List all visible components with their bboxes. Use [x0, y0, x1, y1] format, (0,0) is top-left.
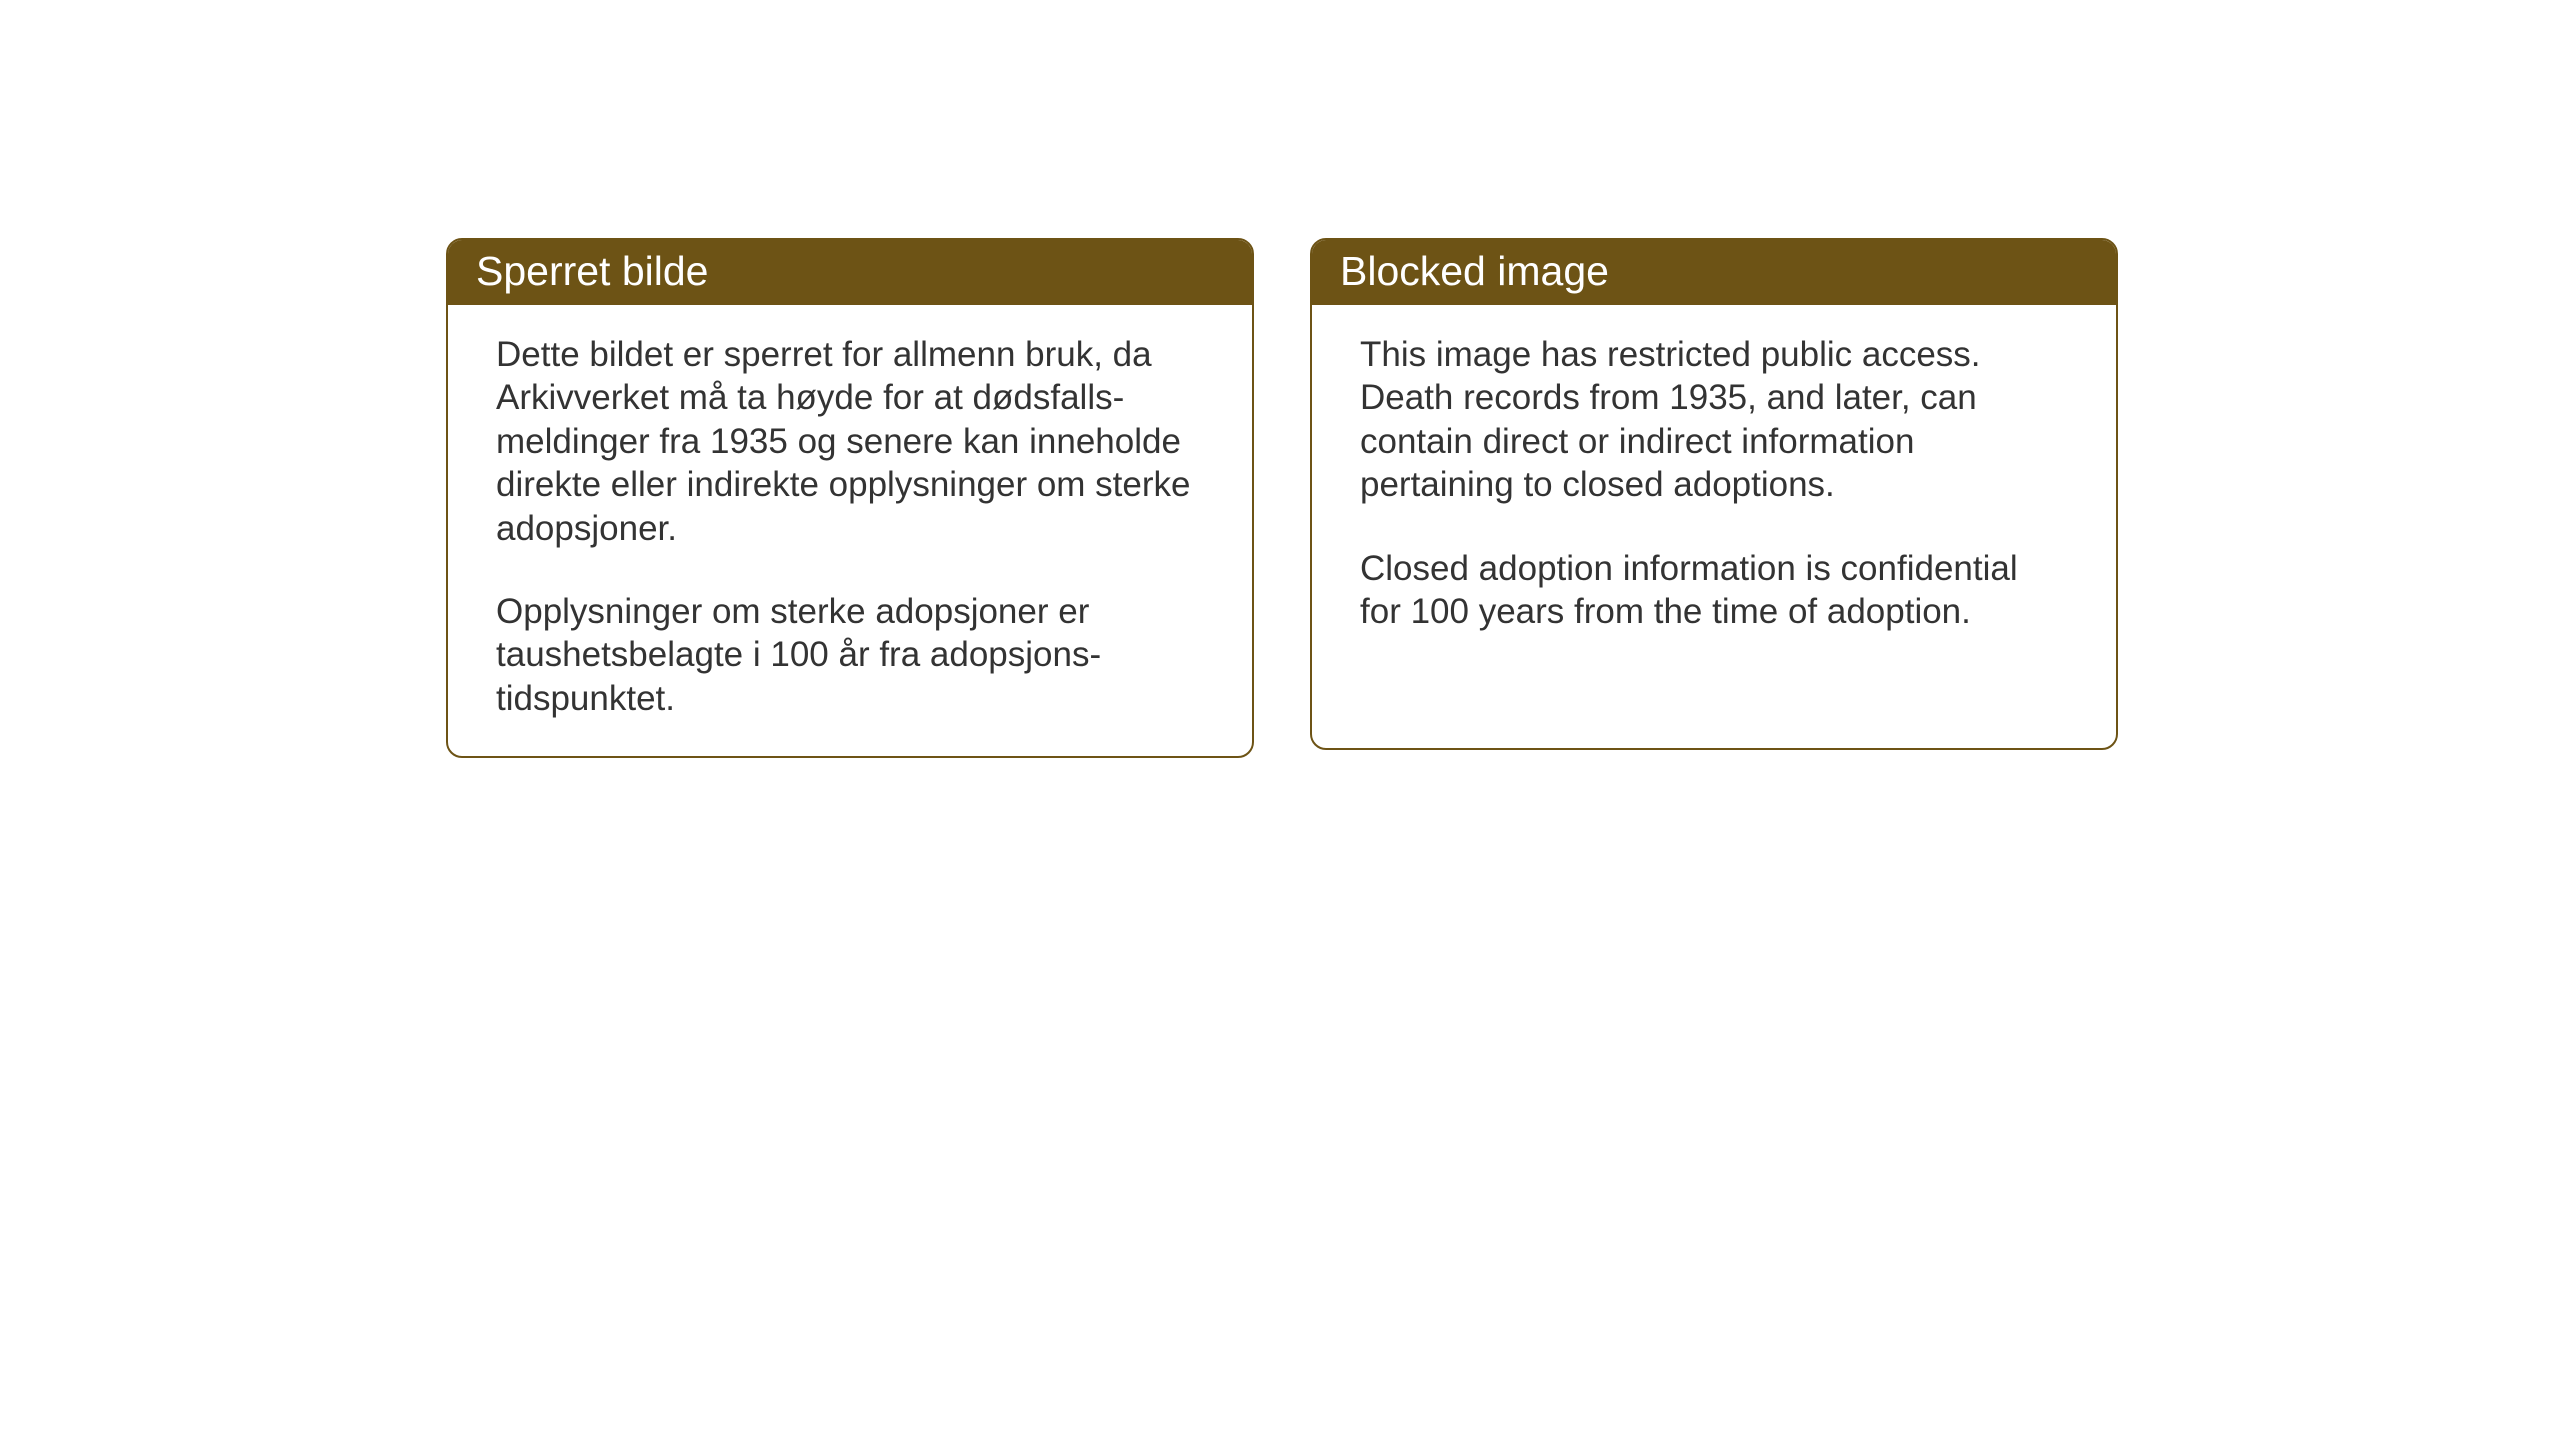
paragraph-english-1: This image has restricted public access.…	[1360, 333, 2068, 507]
card-body-norwegian: Dette bildet er sperret for allmenn bruk…	[448, 305, 1252, 756]
card-header-norwegian: Sperret bilde	[448, 240, 1252, 305]
card-body-english: This image has restricted public access.…	[1312, 305, 2116, 669]
card-header-english: Blocked image	[1312, 240, 2116, 305]
paragraph-english-2: Closed adoption information is confident…	[1360, 547, 2068, 634]
paragraph-norwegian-1: Dette bildet er sperret for allmenn bruk…	[496, 333, 1204, 550]
notice-container: Sperret bilde Dette bildet er sperret fo…	[446, 238, 2118, 758]
paragraph-norwegian-2: Opplysninger om sterke adopsjoner er tau…	[496, 590, 1204, 720]
notice-card-english: Blocked image This image has restricted …	[1310, 238, 2118, 750]
notice-card-norwegian: Sperret bilde Dette bildet er sperret fo…	[446, 238, 1254, 758]
